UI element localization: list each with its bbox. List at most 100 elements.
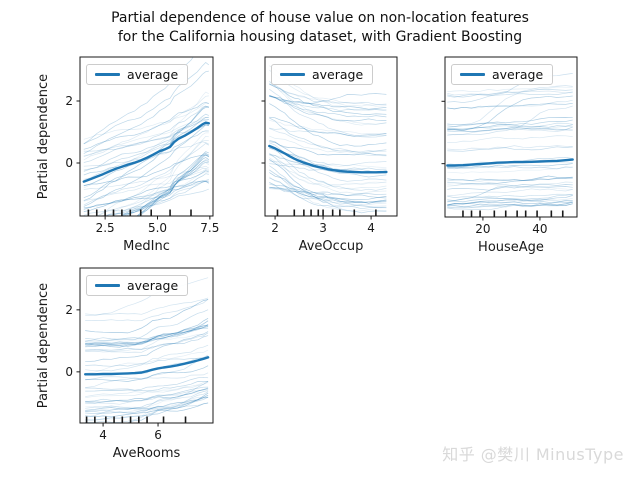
legend-label: average bbox=[127, 278, 179, 293]
ice-line bbox=[83, 154, 209, 187]
ice-line bbox=[85, 381, 209, 392]
average-line-swatch-icon bbox=[460, 73, 485, 76]
ice-line bbox=[447, 117, 573, 126]
ice-line bbox=[269, 94, 387, 118]
ice-line bbox=[447, 163, 573, 170]
ice-line bbox=[85, 324, 209, 346]
ice-line bbox=[269, 159, 387, 204]
x-axis-label: AveRooms bbox=[113, 446, 181, 461]
ice-line bbox=[83, 62, 210, 145]
axes-spines bbox=[444, 56, 578, 218]
ice-line bbox=[85, 396, 209, 414]
ice-line bbox=[85, 386, 209, 403]
ice-line bbox=[85, 397, 209, 414]
ice-line bbox=[137, 151, 209, 216]
ice-line bbox=[83, 102, 209, 140]
ice-line bbox=[96, 168, 209, 216]
x-axis-label: AveOccup bbox=[299, 239, 364, 254]
curves-group bbox=[268, 65, 388, 216]
watermark: 知乎 @樊川 MinusType bbox=[442, 445, 624, 464]
ice-line bbox=[85, 372, 209, 388]
plot-area-averooms: 4 6 0 2 AveRooms Partial dependence bbox=[36, 267, 214, 461]
ice-line bbox=[125, 160, 209, 216]
ice-line bbox=[447, 203, 573, 208]
subplot-medinc: 2.5 5.0 7.5 0 2 MedInc Partial dependence aver… bbox=[32, 49, 223, 260]
ice-line bbox=[85, 335, 209, 351]
ice-line bbox=[269, 182, 387, 204]
subplot-averooms: 4 6 0 2 AveRooms Partial dependence average bbox=[32, 260, 223, 467]
subplot-houseage: 20 40 HouseAge average bbox=[397, 49, 587, 261]
ice-line bbox=[447, 85, 573, 127]
ice-line bbox=[85, 394, 209, 421]
ice-line bbox=[83, 130, 209, 176]
ice-line bbox=[447, 198, 573, 206]
ice-line bbox=[85, 331, 209, 363]
average-line-swatch-icon bbox=[95, 73, 120, 76]
ice-line bbox=[447, 95, 573, 131]
ice-line bbox=[85, 354, 209, 367]
decile-rug bbox=[276, 209, 377, 216]
ice-line bbox=[85, 356, 209, 381]
ice-line bbox=[447, 128, 573, 133]
ice-line bbox=[83, 142, 209, 206]
curves-group bbox=[84, 277, 210, 423]
ice-line bbox=[269, 154, 387, 186]
ice-line bbox=[269, 169, 387, 207]
y-tick-label: 2 bbox=[65, 303, 73, 317]
y-tick-label: 2 bbox=[65, 94, 73, 108]
ice-line bbox=[269, 177, 387, 210]
x-tick-label: 20 bbox=[475, 222, 490, 236]
plot-area-medinc: 2.5 5.0 7.5 0 2 MedInc Partial dependence bbox=[36, 56, 219, 254]
ice-line bbox=[85, 309, 209, 340]
ice-line bbox=[269, 163, 387, 178]
axes-spines bbox=[79, 267, 214, 424]
average-line-swatch-icon bbox=[280, 73, 305, 76]
ice-line bbox=[85, 380, 209, 412]
x-tick-label: 40 bbox=[532, 222, 547, 236]
ice-line bbox=[85, 389, 209, 418]
ice-line bbox=[269, 116, 387, 137]
ice-line bbox=[269, 81, 387, 126]
ice-lines bbox=[447, 73, 573, 211]
ice-line bbox=[269, 169, 387, 212]
ice-line bbox=[447, 201, 573, 208]
ice-line bbox=[83, 70, 209, 154]
ice-line bbox=[85, 344, 209, 372]
ice-line bbox=[269, 88, 387, 138]
legend-houseage: average bbox=[451, 64, 554, 85]
ice-line bbox=[85, 320, 209, 347]
ice-line bbox=[447, 181, 573, 188]
ice-line bbox=[85, 387, 209, 403]
ice-line bbox=[269, 153, 387, 187]
ice-line bbox=[447, 166, 573, 170]
x-tick-label: 2 bbox=[271, 221, 279, 235]
ice-line bbox=[83, 105, 209, 201]
ice-line bbox=[447, 126, 573, 133]
ice-line bbox=[85, 387, 209, 404]
ice-line bbox=[269, 155, 387, 169]
ice-line bbox=[85, 389, 209, 405]
decile-rug bbox=[87, 209, 192, 216]
legend-medinc: average bbox=[86, 64, 189, 85]
ice-line bbox=[447, 146, 573, 152]
ice-line bbox=[447, 203, 573, 209]
ice-line bbox=[447, 99, 573, 109]
legend-averooms: average bbox=[86, 275, 189, 296]
x-tick-label: 4 bbox=[99, 428, 107, 442]
ice-line bbox=[122, 161, 209, 216]
ice-line bbox=[447, 124, 573, 131]
ice-line bbox=[447, 91, 573, 98]
figure-title-line-1: Partial dependence of house value on non… bbox=[111, 10, 529, 26]
average-line bbox=[82, 121, 211, 183]
ice-line bbox=[85, 332, 209, 353]
axes-spines bbox=[264, 56, 398, 217]
x-tick-label: 6 bbox=[154, 428, 162, 442]
plot-area-houseage: 20 40 HouseAge bbox=[441, 56, 578, 255]
ice-line bbox=[85, 392, 209, 421]
ice-line bbox=[269, 117, 387, 154]
ice-line bbox=[111, 171, 209, 216]
ice-line bbox=[269, 172, 387, 201]
ice-line bbox=[85, 299, 209, 334]
